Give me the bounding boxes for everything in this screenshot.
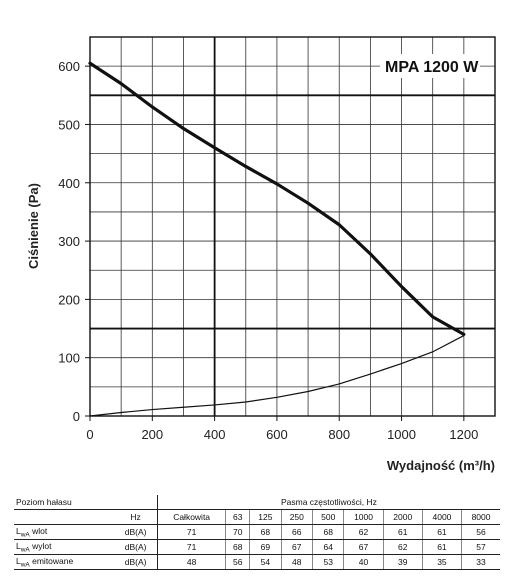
row-unit: dB(A): [114, 539, 158, 555]
table-cell: 64: [311, 539, 344, 555]
plot-border: [89, 36, 496, 417]
row-label: LwA emitowane: [14, 554, 115, 570]
column-header: 4000: [421, 509, 462, 525]
y-tick-label: 0: [73, 409, 80, 424]
table-cell: 61: [421, 524, 462, 540]
x-tick-label: 1200: [449, 427, 478, 442]
noise-level-table: Poziom hałasu Pasma częstotliwości, Hz H…: [14, 495, 500, 570]
table-cell: 67: [343, 539, 384, 555]
x-tick-label: 0: [86, 427, 93, 442]
table-cell: 53: [311, 554, 344, 570]
table-cell: 67: [280, 539, 313, 555]
table-cell: 33: [461, 554, 500, 570]
column-header: Całkowita: [156, 509, 226, 525]
column-header: 1000: [343, 509, 384, 525]
table-cell: 54: [249, 554, 282, 570]
y-axis-title: Ciśnienie (Pa): [26, 183, 41, 269]
table-row: LwA wylot dB(A) 71 68 69 67 64 67 62 61 57: [14, 539, 500, 555]
table-cell: 68: [249, 524, 282, 540]
grid: [85, 37, 495, 421]
table-cell: 62: [343, 524, 384, 540]
row-label: LwA wylot: [14, 539, 115, 555]
y-tick-label: 200: [58, 292, 80, 307]
table-cell: 66: [280, 524, 313, 540]
table-header-row: Poziom hałasu Pasma częstotliwości, Hz: [14, 495, 500, 510]
tick-labels: 0 200 400 600 800 1000 1200 0 100 200 300 400 500 600: [58, 59, 478, 442]
table-cell: 40: [343, 554, 384, 570]
table-cell: 69: [249, 539, 282, 555]
table-cell: 61: [421, 539, 462, 555]
column-header: 63: [225, 509, 250, 525]
row-label: LwA wlot: [14, 524, 115, 540]
table-row: LwA emitowane dB(A) 48 56 54 48 53 40 39 35 33: [14, 554, 500, 570]
column-header: 8000: [461, 509, 500, 525]
model-label-bg: [380, 54, 480, 78]
x-tick-label: 200: [141, 427, 163, 442]
table-cell: 68: [311, 524, 344, 540]
table-cell: 62: [382, 539, 423, 555]
table-cell: 71: [156, 524, 226, 540]
curves: [88, 61, 466, 417]
column-header: 500: [311, 509, 344, 525]
table-columns-row: Hz Całkowita 63 125 250 500 1000 2000 4000 8000: [14, 509, 500, 525]
pressure-curve: [88, 61, 466, 336]
column-header: 2000: [382, 509, 423, 525]
y-tick-label: 300: [58, 234, 80, 249]
table-cell: 71: [156, 539, 226, 555]
x-axis-title: Wydajność (m³/h): [387, 458, 495, 473]
row-unit: dB(A): [114, 524, 158, 540]
plot-frame: [89, 36, 496, 417]
table-cell: 48: [156, 554, 226, 570]
column-header: 250: [280, 509, 313, 525]
x-tick-label: 1000: [387, 427, 416, 442]
system-curve: [89, 334, 465, 417]
table-cell: 56: [225, 554, 250, 570]
table-cell: 39: [382, 554, 423, 570]
table-cell: 35: [421, 554, 462, 570]
table-row: LwA wlot dB(A) 71 70 68 66 68 62 61 61 56: [14, 524, 500, 540]
column-header: 125: [249, 509, 282, 525]
table-cell: 57: [461, 539, 500, 555]
y-tick-label: 500: [58, 117, 80, 132]
x-tick-label: 600: [266, 427, 288, 442]
table-cell: 48: [280, 554, 313, 570]
table-cell: 68: [225, 539, 250, 555]
table-cell: 61: [382, 524, 423, 540]
y-tick-label: 100: [58, 351, 80, 366]
hz-label: Hz: [114, 509, 158, 525]
y-tick-label: 400: [58, 176, 80, 191]
y-tick-label: 600: [58, 59, 80, 74]
row-unit: dB(A): [114, 554, 158, 570]
table-title: Poziom hałasu: [14, 495, 115, 510]
table-cell: 70: [225, 524, 250, 540]
x-tick-label: 800: [328, 427, 350, 442]
model-label: MPA 1200 W: [385, 59, 479, 76]
performance-chart: 0 200 400 600 800 1000 1200 0 100 200 300 400 500 600…: [26, 36, 496, 473]
band-title: Pasma częstotliwości, Hz: [156, 495, 500, 510]
table-cell: 56: [461, 524, 500, 540]
x-tick-label: 400: [204, 427, 226, 442]
